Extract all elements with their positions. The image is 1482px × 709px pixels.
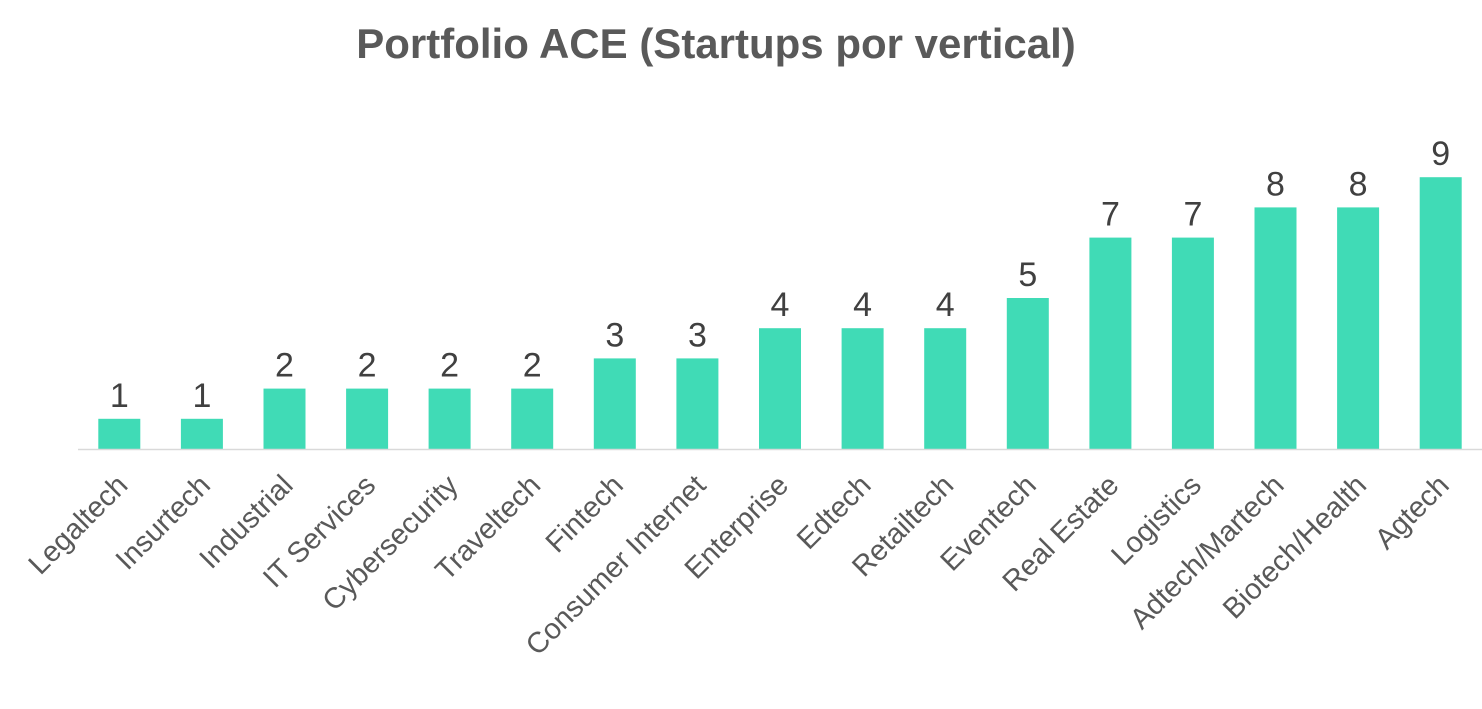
- data-label-consumer-internet: 3: [688, 316, 707, 354]
- x-tick-label-agtech: Agtech: [1369, 469, 1455, 555]
- bar-labels-group: 1 1 2 2 2 2 3 3 4 4 4 5 7 7 8 8 9: [110, 135, 1450, 415]
- data-label-cybersecurity: 2: [440, 347, 459, 385]
- data-label-eventech: 5: [1018, 256, 1037, 294]
- bar-real-estate: [1089, 237, 1132, 449]
- x-tick-label-biotech-health: Biotech/Health: [1217, 469, 1373, 625]
- data-label-retailtech: 4: [936, 286, 955, 324]
- data-label-legaltech: 1: [110, 377, 129, 415]
- data-label-it-services: 2: [358, 347, 377, 385]
- bar-consumer-internet: [676, 358, 719, 449]
- bar-adtech-martech: [1254, 207, 1297, 449]
- bar-legaltech: [98, 418, 141, 449]
- bar-industrial: [263, 388, 306, 449]
- bar-enterprise: [759, 328, 801, 449]
- bar-edtech: [841, 328, 884, 449]
- data-label-adtech-martech: 8: [1266, 165, 1285, 203]
- data-label-biotech-health: 8: [1349, 165, 1368, 203]
- bar-fintech: [593, 358, 636, 449]
- x-tick-label-legaltech: Legaltech: [23, 469, 135, 581]
- bar-logistics: [1171, 237, 1214, 449]
- data-label-enterprise: 4: [771, 286, 790, 324]
- bar-eventech: [1006, 298, 1049, 449]
- x-tick-label-adtech-martech: Adtech/Martech: [1124, 469, 1290, 635]
- data-label-insurtech: 1: [192, 377, 211, 415]
- bar-agtech: [1419, 177, 1462, 449]
- data-label-edtech: 4: [853, 286, 872, 324]
- bar-biotech-health: [1337, 207, 1380, 449]
- bar-cybersecurity: [428, 388, 471, 449]
- data-label-fintech: 3: [605, 316, 624, 354]
- chart-title: Portfolio ACE (Startups por vertical): [356, 20, 1076, 67]
- data-label-real-estate: 7: [1101, 196, 1120, 234]
- data-label-logistics: 7: [1183, 196, 1202, 234]
- bar-traveltech: [511, 388, 554, 449]
- data-label-agtech: 9: [1431, 135, 1450, 173]
- data-label-traveltech: 2: [523, 347, 542, 385]
- bar-retailtech: [924, 328, 967, 449]
- bars-group: [98, 177, 1462, 449]
- bar-it-services: [346, 388, 389, 449]
- data-label-industrial: 2: [275, 347, 294, 385]
- bar-insurtech: [180, 418, 223, 449]
